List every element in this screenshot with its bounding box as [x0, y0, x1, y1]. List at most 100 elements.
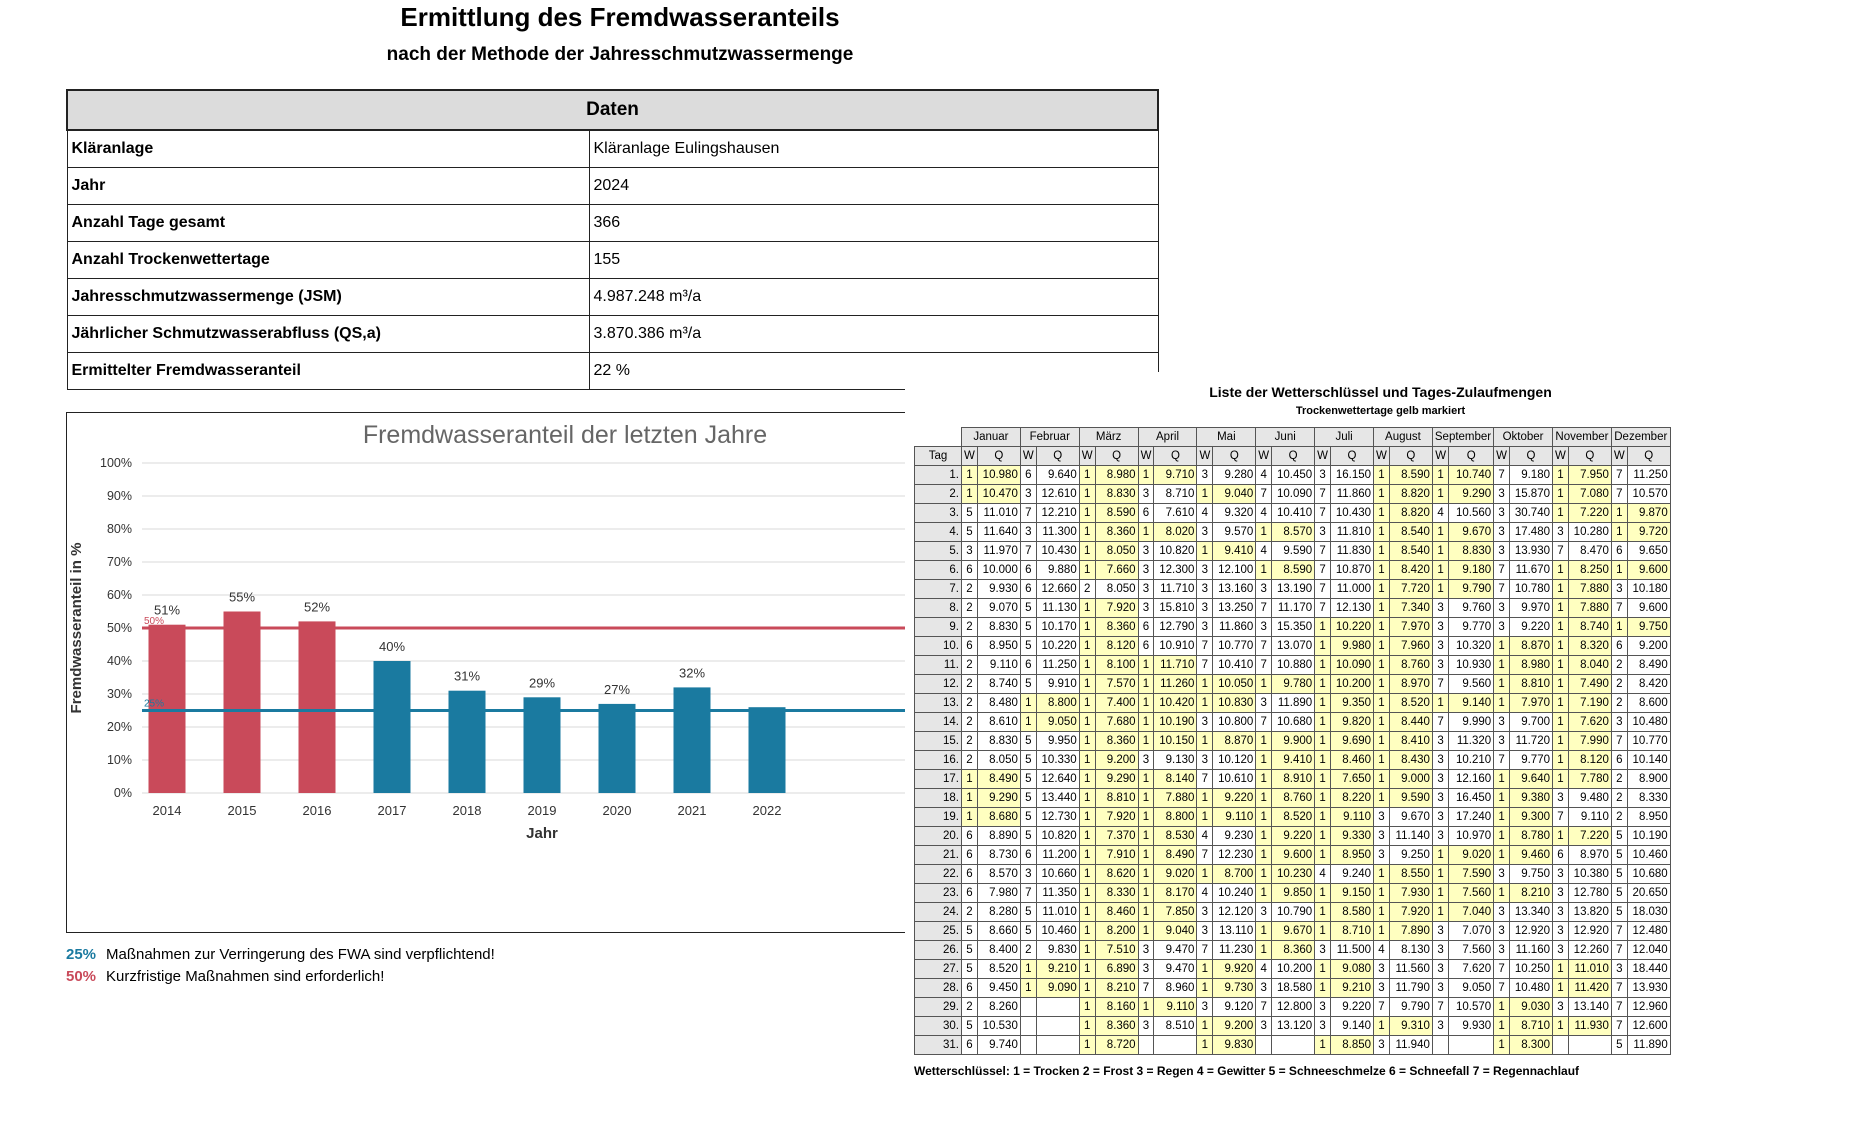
- inflow-cell: 10.220: [1035, 636, 1080, 656]
- month-header: Oktober: [1493, 427, 1553, 447]
- weather-code-cell: 4: [1196, 883, 1214, 903]
- weather-code-cell: 6: [961, 1035, 978, 1055]
- weather-code-cell: 7: [1431, 997, 1450, 1017]
- weather-code-cell: 3: [1431, 655, 1450, 675]
- weather-code-cell: 3: [1255, 617, 1273, 637]
- month-header: Juni: [1255, 427, 1316, 447]
- weather-code-cell: 4: [1431, 503, 1450, 523]
- day-cell: 1.: [914, 465, 962, 485]
- inflow-cell: 13.110: [1212, 921, 1257, 941]
- weather-code-cell: 2: [1610, 769, 1628, 789]
- inflow-cell: 8.680: [976, 807, 1021, 827]
- weather-code-cell: 5: [1019, 617, 1037, 637]
- weather-code-cell: 1: [1373, 883, 1390, 903]
- inflow-cell: 8.120: [1094, 636, 1139, 656]
- weather-code-cell: 1: [1137, 864, 1155, 884]
- weather-code-cell: 3: [1493, 617, 1510, 637]
- inflow-cell: 15.350: [1271, 617, 1316, 637]
- weather-key: Wetterschlüssel: 1 = Trocken 2 = Frost 3…: [914, 1064, 1580, 1078]
- inflow-cell: 11.940: [1388, 1035, 1433, 1055]
- weather-code-cell: 1: [1373, 1016, 1390, 1036]
- q-header: Q: [1330, 446, 1375, 466]
- day-cell: 27.: [914, 959, 962, 979]
- inflow-cell: 8.470: [1567, 541, 1612, 561]
- weather-code-cell: 1: [1196, 788, 1214, 808]
- inflow-cell: 11.250: [1035, 655, 1080, 675]
- weather-code-cell: 5: [1019, 636, 1037, 656]
- inflow-cell: 10.790: [1271, 902, 1316, 922]
- weather-code-cell: 1: [1078, 769, 1096, 789]
- weather-code-cell: 1: [1493, 788, 1510, 808]
- inflow-cell: 10.410: [1212, 655, 1257, 675]
- weather-code-cell: 1: [1196, 1035, 1214, 1055]
- weather-code-cell: 7: [1610, 1016, 1628, 1036]
- weather-code-cell: 1: [1078, 560, 1096, 580]
- weather-code-cell: 1: [1373, 560, 1390, 580]
- inflow-cell: 10.910: [1153, 636, 1198, 656]
- inflow-cell: 10.470: [976, 484, 1021, 504]
- day-cell: 29.: [914, 997, 962, 1017]
- weather-code-cell: 1: [1373, 579, 1390, 599]
- weather-table: Januar Februar März April Mai Juni Juli August S…: [914, 427, 1671, 1055]
- day-row: 17. 1 8.490 5 12.640 1 9.290 1 8.140 7 10.610 1 8.91…: [914, 769, 1671, 789]
- day-row: 9. 2 8.830 5 10.170 1 8.360 6 12.790 3 11.860 3 15.3…: [914, 617, 1671, 637]
- weather-code-cell: 1: [1255, 674, 1273, 694]
- weather-code-cell: 3: [1552, 921, 1569, 941]
- weather-code-cell: 1: [1373, 902, 1390, 922]
- inflow-cell: 9.140: [1330, 1016, 1375, 1036]
- day-row: 27. 5 8.520 1 9.210 1 6.890 3 9.470 1 9.920 4 10.200…: [914, 959, 1671, 979]
- weather-code-cell: 1: [1493, 636, 1510, 656]
- day-cell: 28.: [914, 978, 962, 998]
- weather-code-cell: 1: [961, 807, 978, 827]
- inflow-cell: 9.600: [1626, 560, 1671, 580]
- weather-code-cell: 1: [1196, 959, 1214, 979]
- day-cell: 17.: [914, 769, 962, 789]
- weather-code-cell: 1: [1078, 674, 1096, 694]
- y-tick-label: 80%: [107, 522, 132, 536]
- weather-code-cell: 1: [1137, 674, 1155, 694]
- day-cell: 22.: [914, 864, 962, 884]
- inflow-cell: 8.210: [1094, 978, 1139, 998]
- month-header: Januar: [961, 427, 1021, 447]
- x-tick-label: 2016: [303, 803, 332, 818]
- inflow-cell: 10.560: [1448, 503, 1495, 523]
- weather-code-cell: 3: [1137, 579, 1155, 599]
- inflow-cell: 9.220: [1509, 617, 1553, 637]
- weather-code-cell: 5: [1610, 1035, 1628, 1055]
- inflow-cell: 10.800: [1212, 712, 1257, 732]
- weather-code-cell: 1: [1255, 560, 1273, 580]
- weather-code-cell: 7: [1493, 560, 1510, 580]
- inflow-cell: 7.400: [1094, 693, 1139, 713]
- weather-code-cell: 7: [1196, 769, 1214, 789]
- inflow-cell: 7.560: [1448, 940, 1495, 960]
- inflow-cell: 8.800: [1035, 693, 1080, 713]
- inflow-cell: 9.980: [1330, 636, 1375, 656]
- data-row-label: Anzahl Tage gesamt: [66, 204, 590, 242]
- day-row: 1. 1 10.980 6 9.640 1 8.980 1 9.710 3 9.280 4 10.450…: [914, 465, 1671, 485]
- weather-code-cell: 1: [1431, 845, 1450, 865]
- weather-code-cell: 3: [1196, 617, 1214, 637]
- data-row-label: Jahresschmutzwassermenge (JSM): [66, 278, 590, 316]
- inflow-cell: 11.860: [1212, 617, 1257, 637]
- inflow-cell: 9.180: [1448, 560, 1495, 580]
- q-header: Q: [1212, 446, 1257, 466]
- weather-code-cell: 1: [1314, 1035, 1332, 1055]
- inflow-cell: 9.930: [976, 579, 1021, 599]
- weather-code-cell: 3: [1493, 541, 1510, 561]
- inflow-cell: 8.960: [1153, 978, 1198, 998]
- inflow-cell: 8.820: [1388, 503, 1433, 523]
- bar-2014: [148, 624, 186, 793]
- weather-code-cell: 7: [1314, 484, 1332, 504]
- inflow-cell: 9.240: [1330, 864, 1375, 884]
- weather-code-cell: 3: [1431, 826, 1450, 846]
- inflow-cell: 10.200: [1330, 674, 1375, 694]
- w-header: W: [1019, 446, 1037, 466]
- weather-code-cell: 1: [1552, 826, 1569, 846]
- day-row: 31. 6 9.740 1 8.720 1 9.830 1 8.850 3 11.940 1 8.300…: [914, 1035, 1671, 1055]
- inflow-cell: 7.970: [1509, 693, 1553, 713]
- inflow-cell: 10.090: [1330, 655, 1375, 675]
- weather-code-cell: 7: [1255, 997, 1273, 1017]
- weather-code-cell: 3: [1137, 484, 1155, 504]
- weather-code-cell: 5: [1610, 902, 1628, 922]
- inflow-cell: 11.830: [1330, 541, 1375, 561]
